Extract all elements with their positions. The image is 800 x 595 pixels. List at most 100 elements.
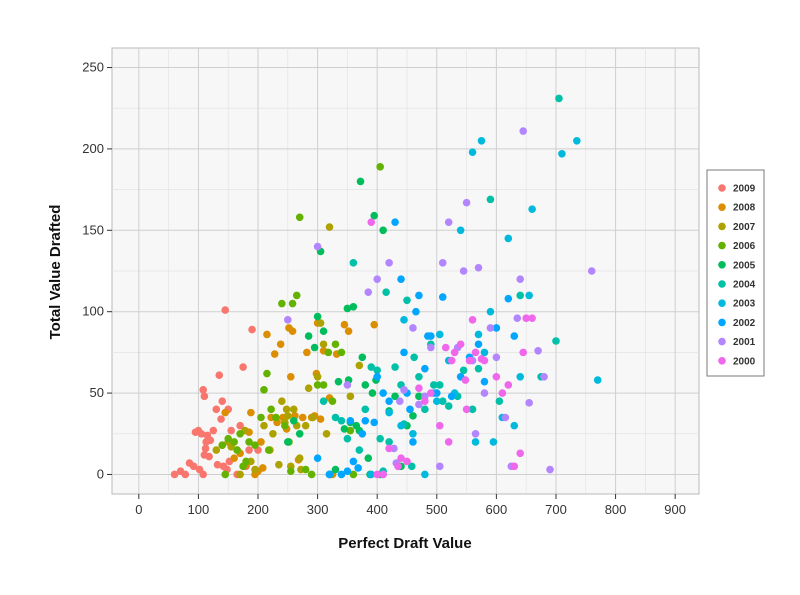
data-point-2002 (406, 405, 414, 414)
data-point-2008 (230, 454, 238, 462)
data-point-2003 (525, 291, 533, 300)
data-point-2002 (354, 464, 362, 472)
data-point-2008 (247, 408, 255, 417)
data-point-2005 (358, 353, 367, 362)
data-point-2002 (370, 418, 379, 427)
data-point-2001 (444, 218, 453, 226)
data-point-2009 (215, 371, 224, 379)
data-point-2004 (468, 405, 477, 414)
data-point-2001 (513, 314, 522, 323)
data-point-2008 (286, 373, 295, 381)
data-point-2001 (400, 386, 408, 394)
data-point-2005 (361, 381, 370, 389)
data-point-2007 (260, 421, 268, 430)
data-point-2000 (435, 421, 444, 430)
data-point-2009 (205, 452, 213, 461)
data-point-2009 (227, 426, 235, 435)
data-point-2008 (276, 340, 285, 349)
data-point-2005 (319, 327, 328, 336)
data-point-2000 (510, 462, 519, 471)
data-point-2001 (435, 462, 444, 471)
data-point-2008 (340, 320, 349, 329)
data-point-2000 (385, 444, 393, 453)
data-point-2003 (573, 136, 581, 145)
data-point-2006 (331, 340, 340, 349)
data-point-2002 (447, 392, 456, 401)
data-point-2001 (396, 397, 404, 406)
data-point-2000 (403, 457, 411, 466)
data-point-2002 (391, 218, 399, 226)
data-point-2006 (281, 421, 289, 430)
legend-key-2001 (718, 337, 726, 346)
data-point-2004 (403, 296, 411, 305)
data-point-2005 (391, 392, 399, 401)
data-point-2004 (319, 397, 328, 406)
x-tick-label: 500 (426, 502, 448, 517)
legend-key-2004 (718, 280, 726, 288)
data-point-2004 (391, 363, 399, 371)
data-point-2007 (278, 397, 286, 406)
data-point-2006 (245, 438, 253, 446)
data-point-2005 (304, 332, 313, 340)
legend-label-2000: 2000 (733, 356, 756, 367)
data-point-2002 (492, 324, 501, 332)
legend-key-2002 (718, 318, 726, 327)
data-point-2001 (486, 324, 495, 332)
data-point-2002 (373, 373, 381, 381)
data-point-2006 (251, 441, 259, 449)
legend-label-2003: 2003 (733, 299, 756, 310)
data-point-2007 (304, 384, 313, 392)
data-point-2007 (212, 446, 221, 454)
x-tick-label: 400 (366, 502, 388, 517)
data-point-2006 (301, 465, 310, 474)
data-point-2004 (438, 397, 447, 406)
legend-key-2007 (718, 222, 726, 231)
data-point-2002 (504, 294, 513, 303)
data-point-2003 (558, 150, 566, 158)
legend: 2009 2008 2007 2006 2005 2004 2003 2002 2001 2000 (706, 169, 765, 377)
legend-key-2000 (718, 357, 726, 365)
data-point-2002 (325, 470, 334, 479)
x-tick-label: 0 (135, 502, 142, 517)
data-point-2007 (282, 405, 291, 414)
data-point-2000 (394, 462, 402, 471)
data-point-2009 (218, 397, 227, 406)
data-point-2006 (224, 434, 233, 443)
data-point-2009 (206, 436, 215, 445)
data-point-2000 (450, 348, 459, 357)
data-point-2000 (421, 397, 429, 406)
data-point-2009 (181, 470, 190, 479)
data-point-2003 (477, 136, 486, 145)
data-point-2004 (382, 288, 390, 296)
data-point-2002 (337, 470, 346, 479)
data-point-2001 (492, 353, 501, 362)
data-point-2003 (421, 470, 429, 479)
data-point-2001 (546, 465, 554, 474)
data-point-2006 (319, 381, 328, 389)
data-point-2007 (346, 392, 355, 401)
data-point-2009 (213, 460, 222, 469)
data-point-2007 (275, 460, 283, 469)
data-point-2006 (292, 291, 301, 300)
data-point-2005 (370, 211, 379, 220)
data-point-2002 (379, 389, 387, 397)
data-point-2003 (435, 330, 444, 339)
data-point-2004 (435, 381, 444, 389)
data-point-2006 (242, 457, 250, 466)
data-point-2002 (432, 389, 441, 397)
x-tick-label: 800 (605, 502, 627, 517)
data-point-2007 (289, 405, 298, 414)
data-point-2008 (270, 350, 279, 358)
data-point-2002 (427, 332, 435, 340)
data-point-2009 (217, 415, 225, 423)
data-point-2002 (346, 416, 355, 425)
data-point-2004 (516, 291, 525, 300)
data-point-2004 (415, 373, 423, 381)
data-point-2006 (233, 446, 241, 454)
data-point-2003 (397, 421, 405, 430)
data-point-2008 (288, 327, 297, 336)
data-point-2006 (313, 381, 322, 389)
data-point-2002 (343, 467, 352, 476)
data-point-2003 (510, 421, 519, 430)
